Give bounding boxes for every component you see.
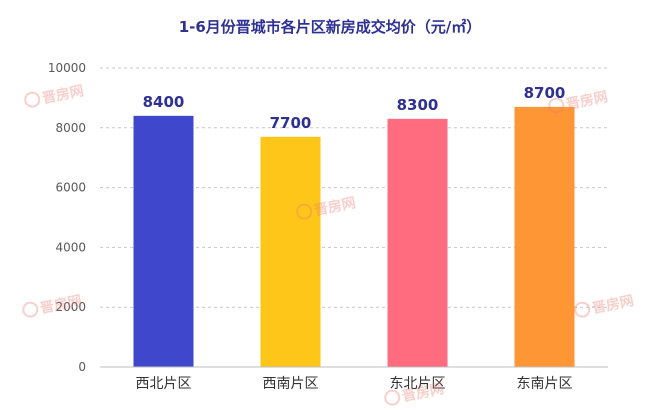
bar (514, 106, 575, 368)
data-label: 8300 (397, 96, 439, 114)
bars (133, 106, 575, 368)
x-axis-categories: 西北片区 西南片区 东北片区 东南片区 (136, 376, 573, 392)
bar (387, 118, 448, 367)
y-tick-label: 4000 (55, 240, 86, 254)
x-category-label: 东南片区 (517, 376, 573, 392)
x-category-label: 东北片区 (390, 376, 446, 392)
y-tick-label: 2000 (55, 300, 86, 314)
data-label: 7700 (270, 114, 312, 132)
y-tick-label: 8000 (55, 121, 86, 135)
y-tick-label: 0 (78, 360, 86, 374)
data-label: 8400 (143, 93, 185, 111)
y-tick-label: 10000 (48, 61, 86, 75)
y-axis-ticks: 0 2000 4000 6000 8000 10000 (48, 61, 86, 374)
x-category-label: 西南片区 (263, 376, 319, 392)
y-tick-label: 6000 (55, 181, 86, 195)
data-labels: 8400 7700 8300 8700 (143, 84, 566, 132)
bar (260, 136, 321, 367)
x-category-label: 西北片区 (136, 376, 192, 392)
bar (133, 115, 194, 367)
data-label: 8700 (524, 84, 566, 102)
chart-title: 1-6月份晋城市各片区新房成交均价（元/㎡） (178, 18, 482, 36)
